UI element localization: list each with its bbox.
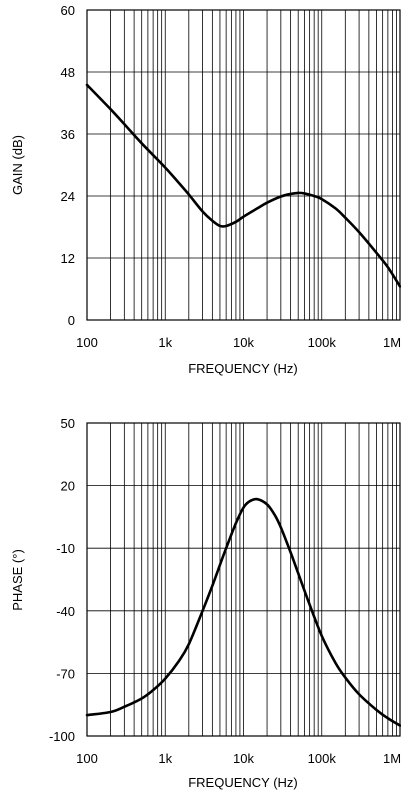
gain-y-tick-label: 12 bbox=[61, 251, 75, 266]
gain-x-tick-label: 10k bbox=[233, 335, 254, 350]
gain-y-tick-label: 0 bbox=[68, 313, 75, 328]
phase-x-tick-label: 1k bbox=[158, 751, 172, 766]
gain-x-tick-label: 100k bbox=[308, 335, 337, 350]
phase-x-tick-label: 1M bbox=[383, 751, 401, 766]
phase-y-tick-label: -10 bbox=[56, 541, 75, 556]
gain-y-tick-label: 36 bbox=[61, 127, 75, 142]
phase-x-tick-labels: 100 1k 10k 100k 1M bbox=[76, 751, 401, 766]
phase-y-tick-labels: -100 -70 -40 -10 20 50 bbox=[49, 416, 75, 744]
gain-grid bbox=[87, 10, 400, 320]
gain-y-tick-label: 48 bbox=[61, 65, 75, 80]
phase-plot-frame bbox=[86, 422, 401, 737]
gain-y-tick-label: 24 bbox=[61, 189, 75, 204]
gain-x-axis-label: FREQUENCY (Hz) bbox=[188, 361, 298, 376]
phase-x-tick-label: 100 bbox=[76, 751, 98, 766]
phase-series-line bbox=[85, 497, 401, 727]
phase-x-axis-label: FREQUENCY (Hz) bbox=[188, 775, 298, 790]
phase-x-tick-label: 10k bbox=[233, 751, 254, 766]
gain-y-tick-labels: 0 12 24 36 48 60 bbox=[61, 3, 75, 328]
gain-x-tick-label: 1M bbox=[383, 335, 401, 350]
gain-x-tick-label: 100 bbox=[76, 335, 98, 350]
phase-y-tick-label: 50 bbox=[61, 416, 75, 431]
gain-y-axis-label: GAIN (dB) bbox=[10, 135, 25, 195]
gain-x-tick-label: 1k bbox=[158, 335, 172, 350]
gain-series-line bbox=[85, 83, 401, 288]
phase-y-axis-label: PHASE (°) bbox=[10, 549, 25, 611]
phase-grid bbox=[87, 423, 400, 736]
phase-chart: 100 1k 10k 100k 1M -100 -70 -40 -10 20 5… bbox=[10, 416, 401, 790]
gain-y-tick-label: 60 bbox=[61, 3, 75, 18]
gain-plot-frame bbox=[86, 9, 401, 321]
gain-chart: 100 1k 10k 100k 1M 0 12 24 36 48 60 FREQ… bbox=[10, 3, 401, 376]
gain-x-tick-labels: 100 1k 10k 100k 1M bbox=[76, 335, 401, 350]
phase-y-tick-label: 20 bbox=[61, 479, 75, 494]
phase-y-tick-label: -40 bbox=[56, 604, 75, 619]
phase-x-tick-label: 100k bbox=[308, 751, 337, 766]
phase-y-tick-label: -100 bbox=[49, 729, 75, 744]
phase-y-tick-label: -70 bbox=[56, 666, 75, 681]
